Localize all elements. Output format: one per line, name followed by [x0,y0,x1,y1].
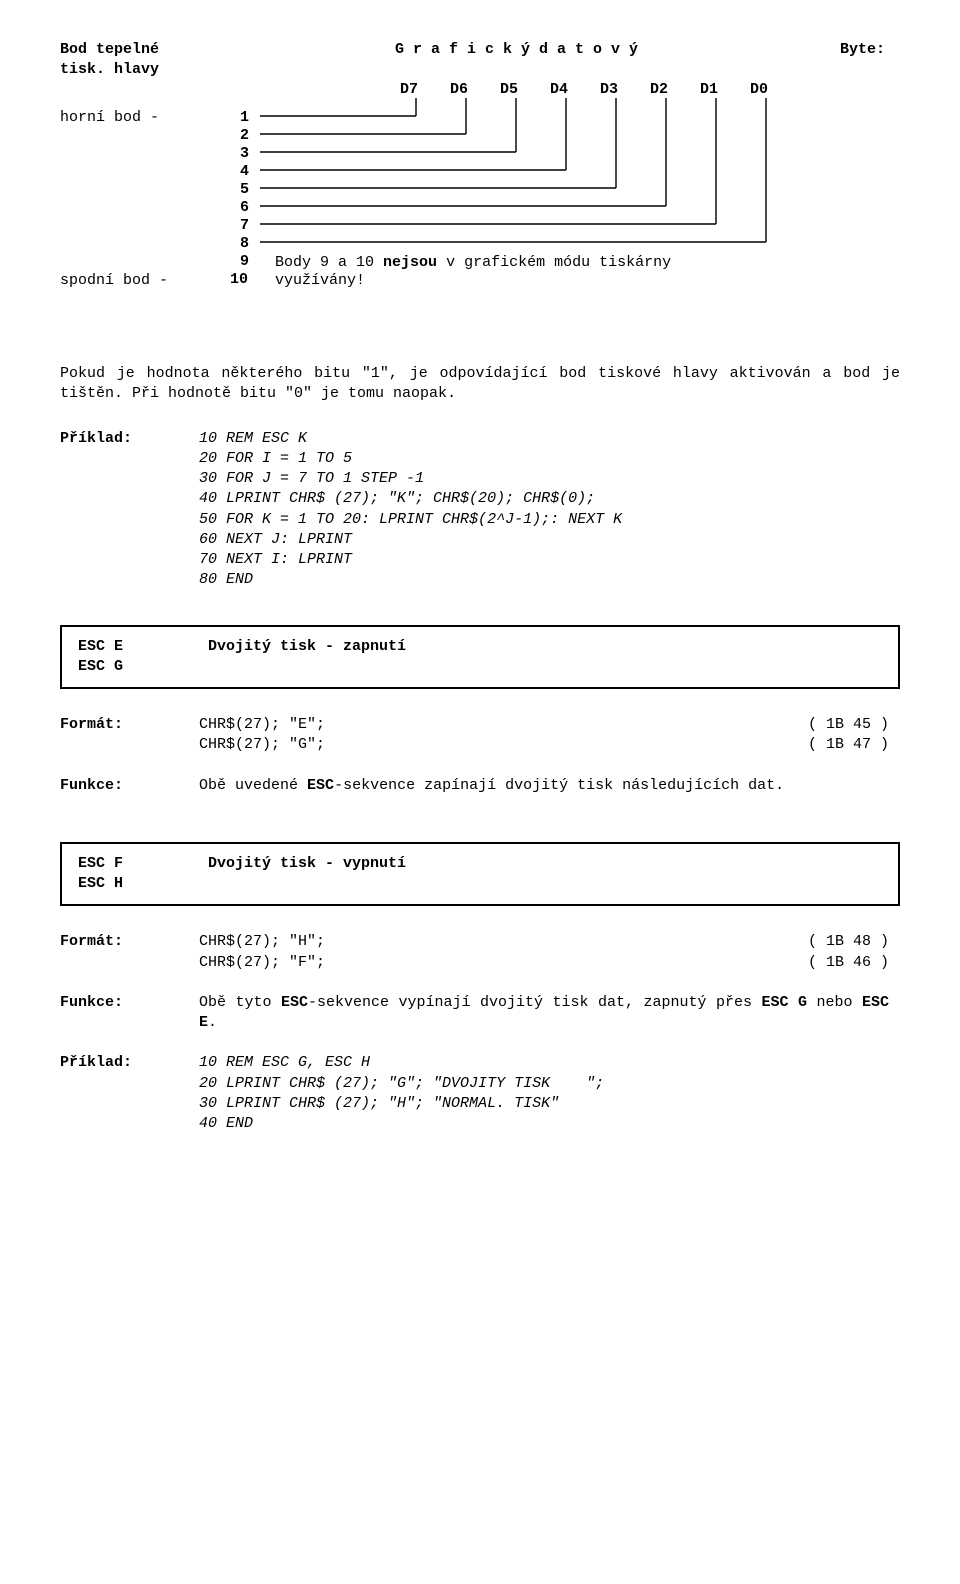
code-line: 40 LPRINT CHR$ (27); "K"; CHR$(20); CHR$… [199,489,889,509]
esc-e-g-title: Dvojitý tisk - zapnutí [208,637,406,657]
note-line-10: využívány! [275,271,365,291]
format-right: ( 1B 46 ) [808,953,889,973]
funkce-1: Funkce: Obě uvedené ESC-sekvence zapínaj… [60,776,900,796]
esc-f-h-title: Dvojitý tisk - vypnutí [208,854,406,874]
format-left: CHR$(27); "H"; [199,932,325,952]
bit-label-d0: D0 [750,80,768,100]
example-2-body: 10 REM ESC G, ESC H20 LPRINT CHR$ (27); … [199,1053,889,1134]
note9-bold: nejsou [383,254,437,271]
esc-f-h-box: ESC F ESC H Dvojitý tisk - vypnutí [60,842,900,907]
esc-e-label: ESC E [78,637,208,657]
code-line: 60 NEXT J: LPRINT [199,530,889,550]
example-1-body: 10 REM ESC K20 FOR I = 1 TO 530 FOR J = … [199,429,889,591]
note9-a: Body 9 a 10 [275,254,374,271]
bit-label-d6: D6 [450,80,468,100]
funkce-1-text: Obě uvedené ESC-sekvence zapínají dvojit… [199,776,889,796]
code-line: 20 LPRINT CHR$ (27); "G"; "DVOJITY TISK … [199,1074,889,1094]
code-line: 10 REM ESC K [199,429,889,449]
format-1-rows: CHR$(27); "E"; ( 1B 45 ) CHR$(27); "G"; ( 1… [199,715,889,756]
format-1-label: Formát: [60,715,190,735]
format-left: CHR$(27); "E"; [199,715,325,735]
bit-diagram-section: Bod tepelné tisk. hlavy G r a f i c k ý … [60,40,900,360]
format-1: Formát: CHR$(27); "E";( 1B 45 )CHR$(27);… [60,715,900,756]
example-2: Příklad: 10 REM ESC G, ESC H20 LPRINT CH… [60,1053,900,1134]
format-2-label: Formát: [60,932,190,952]
note9-c: v grafickém módu tiskárny [446,254,671,271]
bit-mapping-diagram [60,40,900,340]
esc-h-label: ESC H [78,874,208,894]
head-left-line1: Bod tepelné [60,40,159,60]
bit-label-d5: D5 [500,80,518,100]
code-line: 10 REM ESC G, ESC H [199,1053,889,1073]
code-line: 80 END [199,570,889,590]
esc-keyword: ESC G [762,994,808,1011]
code-line: 50 FOR K = 1 TO 20: LPRINT CHR$(2^J-1);:… [199,510,889,530]
esc-keyword: ESC [307,777,334,794]
esc-keyword: ESC [281,994,308,1011]
example-2-label: Příklad: [60,1053,190,1073]
bit-label-d1: D1 [700,80,718,100]
intro-paragraph: Pokud je hodnota některého bitu "1", je … [60,364,900,405]
bit-label-d3: D3 [600,80,618,100]
top-dot-label: horní bod - [60,108,159,128]
format-left: CHR$(27); "G"; [199,735,325,755]
format-row: CHR$(27); "H"; ( 1B 48 ) [199,932,889,952]
format-row: CHR$(27); "E"; ( 1B 45 ) [199,715,889,735]
format-row: CHR$(27); "G"; ( 1B 47 ) [199,735,889,755]
code-line: 30 FOR J = 7 TO 1 STEP -1 [199,469,889,489]
bottom-dot-label: spodní bod - [60,271,168,291]
format-2: Formát: CHR$(27); "H";( 1B 48 )CHR$(27);… [60,932,900,973]
format-right: ( 1B 47 ) [808,735,889,755]
format-2-rows: CHR$(27); "H"; ( 1B 48 ) CHR$(27); "F"; ( 1… [199,932,889,973]
esc-f-label: ESC F [78,854,208,874]
bit-label-d4: D4 [550,80,568,100]
esc-e-g-box: ESC E ESC G Dvojitý tisk - zapnutí [60,625,900,690]
byte-label: Byte: [840,40,885,60]
funkce-1-label: Funkce: [60,776,190,796]
code-line: 40 END [199,1114,889,1134]
code-line: 20 FOR I = 1 TO 5 [199,449,889,469]
esc-e-g-left: ESC E ESC G [78,637,208,678]
head-right: G r a f i c k ý d a t o v ý [395,40,638,60]
example-1: Příklad: 10 REM ESC K20 FOR I = 1 TO 530… [60,429,900,591]
format-right: ( 1B 48 ) [808,932,889,952]
format-right: ( 1B 45 ) [808,715,889,735]
funkce-2: Funkce: Obě tyto ESC-sekvence vypínají d… [60,993,900,1034]
format-left: CHR$(27); "F"; [199,953,325,973]
bit-label-d2: D2 [650,80,668,100]
example-1-label: Příklad: [60,429,190,449]
format-row: CHR$(27); "F"; ( 1B 46 ) [199,953,889,973]
head-left-line2: tisk. hlavy [60,60,159,80]
funkce-2-label: Funkce: [60,993,190,1013]
esc-f-h-left: ESC F ESC H [78,854,208,895]
esc-g-label: ESC G [78,657,208,677]
funkce-2-text: Obě tyto ESC-sekvence vypínají dvojitý t… [199,993,889,1034]
row-number-10: 10 [230,270,248,290]
code-line: 70 NEXT I: LPRINT [199,550,889,570]
code-line: 30 LPRINT CHR$ (27); "H"; "NORMAL. TISK" [199,1094,889,1114]
bit-label-d7: D7 [400,80,418,100]
